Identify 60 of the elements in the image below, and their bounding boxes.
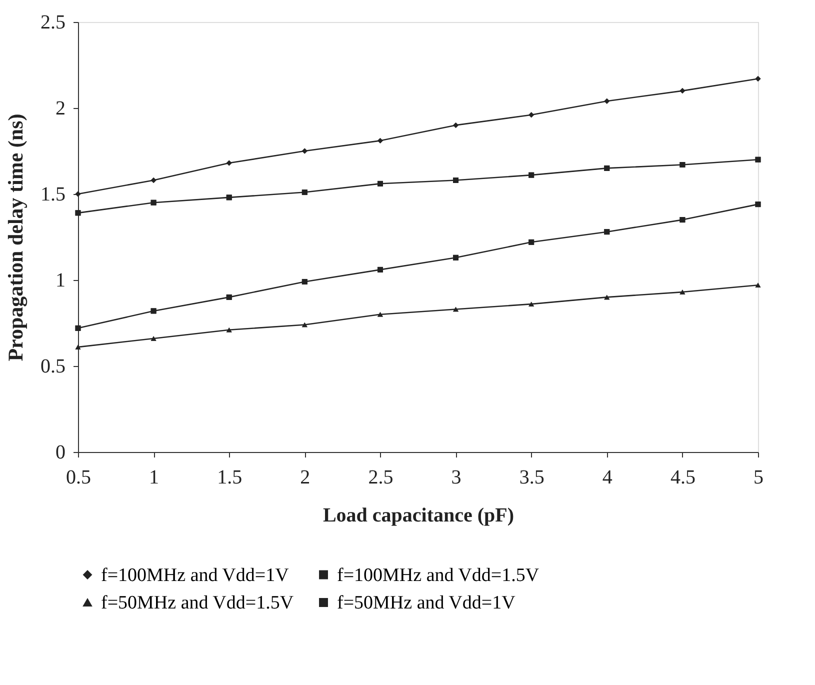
legend-label: f=100MHz and Vdd=1V	[101, 564, 290, 586]
point	[453, 122, 459, 128]
x-tick-label: 2	[300, 466, 310, 488]
point	[150, 336, 156, 341]
point	[226, 294, 232, 300]
point	[377, 180, 383, 186]
y-tick-label: 0.5	[40, 356, 66, 378]
point	[226, 328, 232, 332]
point	[226, 194, 232, 200]
point	[680, 88, 686, 94]
point	[755, 202, 761, 208]
legend-label: f=50MHz and Vdd=1.5V	[101, 592, 294, 614]
point	[377, 266, 383, 272]
point	[453, 178, 459, 183]
x-tick-label: 5	[754, 466, 764, 488]
x-tick-label: 1.5	[217, 466, 242, 488]
point	[302, 190, 308, 196]
x-axis-title: Load capacitance (pF)	[322, 504, 514, 526]
point	[528, 302, 534, 306]
x-tick-label: 1	[149, 466, 160, 488]
point	[604, 165, 610, 171]
point	[528, 172, 534, 178]
point	[528, 112, 534, 118]
y-tick-label: 0	[56, 442, 66, 464]
point	[150, 178, 156, 183]
point	[302, 278, 308, 284]
point	[75, 325, 81, 331]
point	[226, 160, 232, 166]
y-tick-label: 2.5	[40, 12, 66, 34]
point	[150, 308, 156, 314]
legend-label: f=100MHz and Vdd=1.5V	[337, 564, 540, 586]
y-tick-label: 1.5	[40, 184, 66, 206]
x-tick-label: 2.5	[368, 466, 394, 488]
point	[755, 282, 761, 288]
y-tick-label: 2	[56, 98, 66, 120]
point	[604, 294, 610, 300]
point	[75, 191, 81, 197]
y-tick-label: 1	[56, 270, 66, 292]
x-tick-label: 4.5	[670, 466, 696, 488]
x-tick-label: 3	[451, 466, 462, 488]
point	[604, 229, 610, 235]
point	[453, 254, 459, 260]
x-tick-label: 4	[602, 466, 612, 488]
point	[604, 98, 610, 104]
point	[150, 200, 156, 206]
point	[453, 306, 459, 312]
point	[377, 138, 383, 144]
point	[680, 217, 686, 223]
point	[680, 162, 686, 168]
point	[302, 148, 308, 154]
y-axis-title: Propagation delay time (ns)	[4, 114, 28, 362]
point	[680, 290, 686, 294]
point	[755, 156, 761, 162]
legend-label: f=50MHz and Vdd=1V	[337, 592, 516, 614]
point	[377, 312, 383, 317]
point	[75, 344, 81, 350]
point	[302, 322, 308, 328]
point	[75, 210, 81, 216]
x-tick-label: 3.5	[519, 466, 544, 488]
point	[528, 239, 534, 245]
